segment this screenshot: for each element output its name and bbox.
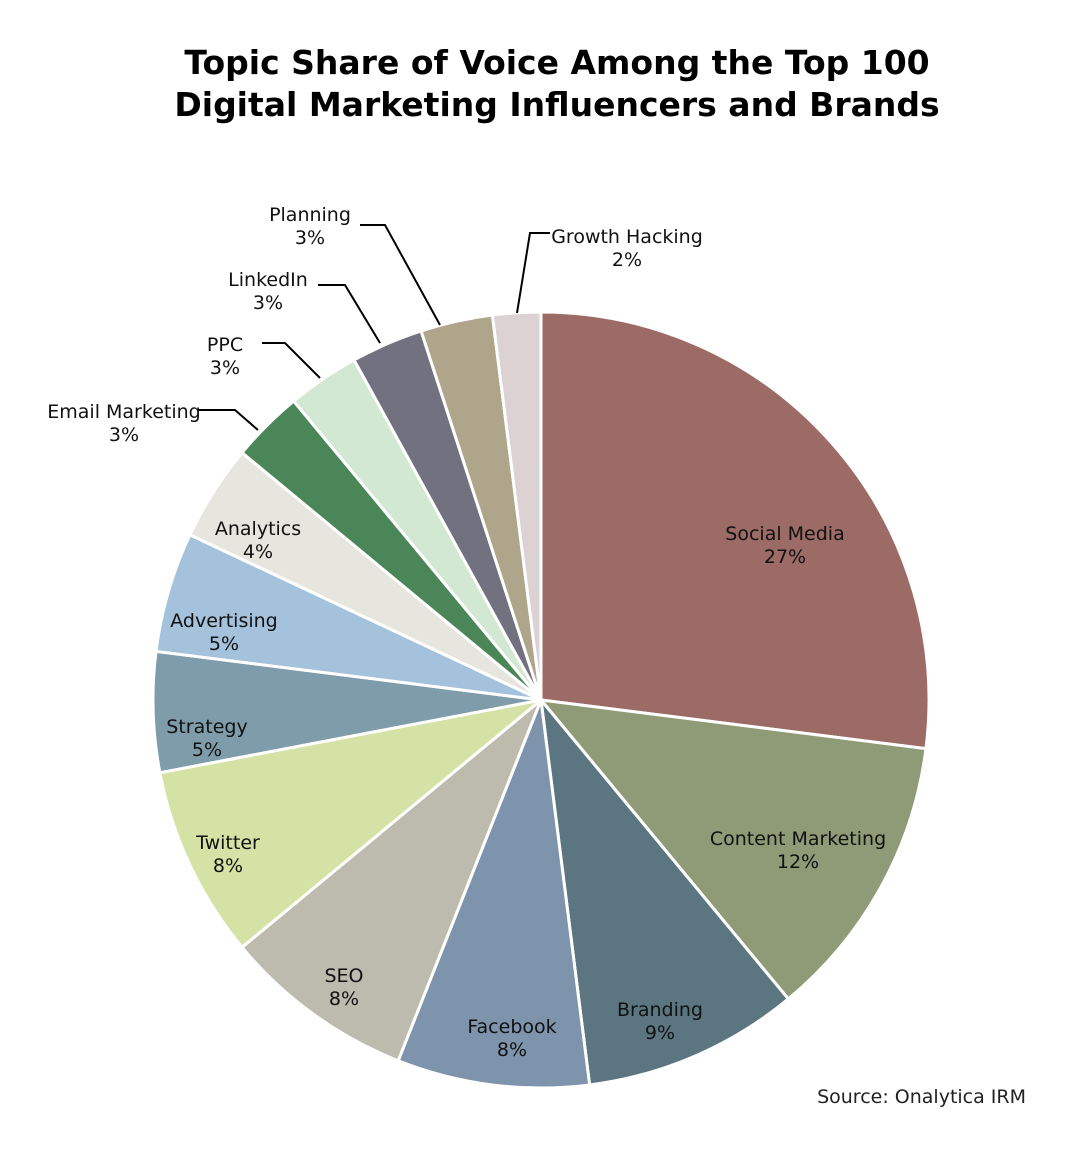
pie-slice-social-media	[539, 310, 931, 751]
slice-value-content-marketing: 12%	[777, 851, 819, 873]
slice-value-analytics: 4%	[243, 541, 273, 563]
leader-line-linkedin	[318, 284, 381, 344]
source-note: Source: Onalytica IRM	[817, 1086, 1026, 1108]
slice-label-linkedin: LinkedIn	[228, 269, 308, 291]
slice-value-branding: 9%	[645, 1022, 675, 1044]
chart-title: Topic Share of Voice Among the Top 100 D…	[0, 42, 1080, 126]
slice-label-twitter: Twitter	[195, 832, 260, 854]
slice-value-facebook: 8%	[497, 1039, 527, 1061]
leader-line-email-marketing	[198, 409, 259, 431]
slice-value-seo: 8%	[329, 988, 359, 1010]
slice-label-social-media: Social Media	[725, 523, 844, 545]
slice-value-email-marketing: 3%	[109, 424, 139, 446]
pie-slice-branding	[538, 695, 791, 1087]
slice-label-seo: SEO	[324, 965, 363, 987]
slice-value-ppc: 3%	[210, 357, 240, 379]
slice-value-social-media: 27%	[764, 546, 806, 568]
slice-label-content-marketing: Content Marketing	[710, 828, 886, 850]
slice-label-facebook: Facebook	[467, 1016, 556, 1038]
slice-value-planning: 3%	[295, 227, 325, 249]
slice-label-planning: Planning	[269, 204, 351, 226]
pie-slice-twitter	[158, 698, 542, 950]
slice-label-email-marketing: Email Marketing	[47, 401, 200, 423]
slice-value-advertising: 5%	[209, 633, 239, 655]
pie-slice-seo	[239, 698, 543, 1063]
slice-label-strategy: Strategy	[166, 716, 247, 738]
slice-value-growth-hacking: 2%	[612, 249, 642, 271]
slice-label-growth-hacking: Growth Hacking	[551, 226, 703, 248]
slice-label-analytics: Analytics	[215, 518, 301, 540]
slice-label-branding: Branding	[617, 999, 703, 1021]
chart-title-line-2: Digital Marketing Influencers and Brands	[174, 85, 940, 124]
leader-line-planning	[360, 224, 441, 326]
pie-slice-content-marketing	[537, 698, 928, 1002]
leader-line-growth-hacking	[516, 232, 550, 314]
chart-title-line-1: Topic Share of Voice Among the Top 100	[184, 43, 930, 82]
slice-value-linkedin: 3%	[253, 292, 283, 314]
slice-label-ppc: PPC	[207, 334, 243, 356]
pie-slice-facebook	[396, 699, 592, 1090]
leader-line-ppc	[262, 342, 321, 379]
slice-value-strategy: 5%	[192, 739, 222, 761]
slice-value-twitter: 8%	[213, 855, 243, 877]
slice-label-advertising: Advertising	[170, 610, 277, 632]
